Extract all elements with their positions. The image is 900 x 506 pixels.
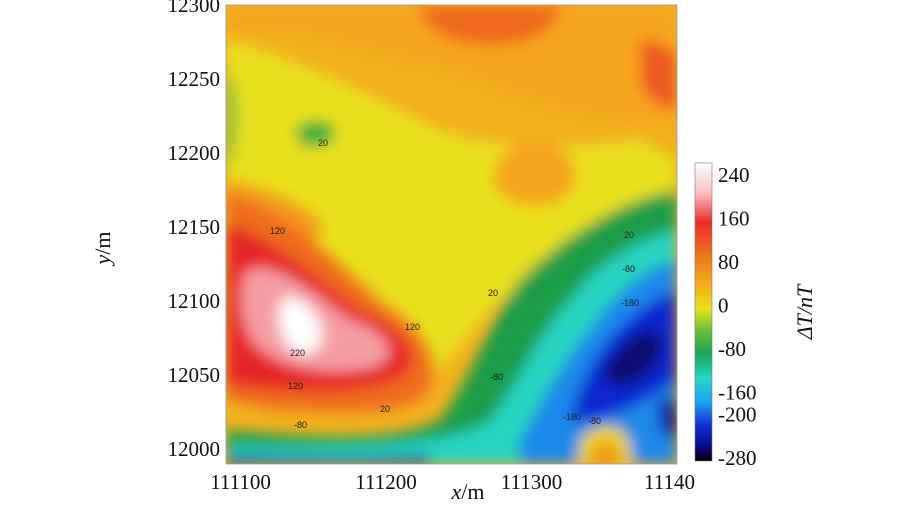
x-tick-label: 111300 xyxy=(501,470,562,494)
colorbar: 240 160 80 0 -80 -160-200 -280 ΔT/nT xyxy=(694,162,817,470)
contour-label: -180 xyxy=(621,298,639,308)
x-tick-label: 11140 xyxy=(644,470,695,494)
colorbar-tick-label: 160 xyxy=(718,207,750,231)
contour-red-top xyxy=(420,5,560,45)
colorbar-title: ΔT/nT xyxy=(792,283,817,340)
colorbar-tick-label: -160 xyxy=(718,381,757,405)
contour-label: -80 xyxy=(622,264,635,274)
y-tick-label: 12050 xyxy=(168,363,221,387)
y-axis: 12300 12250 12200 12150 12100 12050 12000 xyxy=(168,0,221,461)
colorbar-tick-label: 80 xyxy=(718,250,739,274)
contour-plot-area: 120 120 120 220 20 -80 20 20 -80 20 -80 … xyxy=(226,5,677,464)
svg-text:ΔT/nT: ΔT/nT xyxy=(792,283,817,340)
x-tick-label: 111200 xyxy=(355,470,416,494)
contour-label: 20 xyxy=(380,404,390,414)
y-axis-title: y/m xyxy=(90,232,115,267)
x-tick-label: 111100 xyxy=(210,470,271,494)
y-tick-label: 12200 xyxy=(168,141,221,165)
colorbar-unit: /nT xyxy=(792,283,817,316)
colorbar-tick-label: -80 xyxy=(718,337,746,361)
colorbar-ticks: 240 160 80 0 -80 -160-200 -280 xyxy=(718,163,757,470)
colorbar-tick-label: -280 xyxy=(718,446,757,470)
contour-label: -180 xyxy=(563,412,581,422)
x-axis-unit: /m xyxy=(461,479,484,504)
colorbar-gradient xyxy=(694,162,713,462)
contour-green-left-edge xyxy=(226,70,238,170)
contour-neg-bottom xyxy=(226,455,430,464)
contour-label: -80 xyxy=(294,420,307,430)
contour-label: 20 xyxy=(488,288,498,298)
contour-label: 120 xyxy=(270,226,285,236)
contour-orange-blob xyxy=(493,141,576,206)
contour-bottom-pos-core xyxy=(590,442,620,464)
y-tick-label: 12150 xyxy=(168,215,221,239)
y-tick-label: 12000 xyxy=(168,437,221,461)
contour-label: -80 xyxy=(588,416,601,426)
colorbar-var: ΔT xyxy=(792,312,817,340)
y-axis-var: y xyxy=(90,255,115,267)
contour-right-dark xyxy=(658,398,677,440)
contour-red-right xyxy=(640,40,677,110)
x-axis: 111100 111200 111300 11140 xyxy=(210,470,695,494)
contour-green-patch xyxy=(295,121,336,147)
contour-label: -80 xyxy=(490,372,503,382)
x-axis-title: x/m xyxy=(451,479,485,504)
contour-label: 20 xyxy=(624,230,634,240)
x-axis-var: x xyxy=(451,479,462,504)
contour-label: 20 xyxy=(318,138,328,148)
contour-label: 120 xyxy=(405,322,420,332)
y-axis-unit: /m xyxy=(90,232,115,255)
y-tick-label: 12300 xyxy=(168,0,221,17)
y-tick-label: 12250 xyxy=(168,67,221,91)
svg-text:y/m: y/m xyxy=(90,232,115,267)
contour-orange-top xyxy=(226,5,677,123)
contour-label: 120 xyxy=(288,381,303,391)
contour-neg-navy xyxy=(604,329,662,385)
colorbar-tick-label: 240 xyxy=(718,163,750,187)
contour-high-white xyxy=(278,297,323,355)
colorbar-tick-label: 0 xyxy=(718,294,729,318)
plot-frame xyxy=(225,4,678,465)
colorbar-tick-label: -200 xyxy=(718,402,757,426)
y-tick-label: 12100 xyxy=(168,289,221,313)
contour-label: 220 xyxy=(290,348,305,358)
